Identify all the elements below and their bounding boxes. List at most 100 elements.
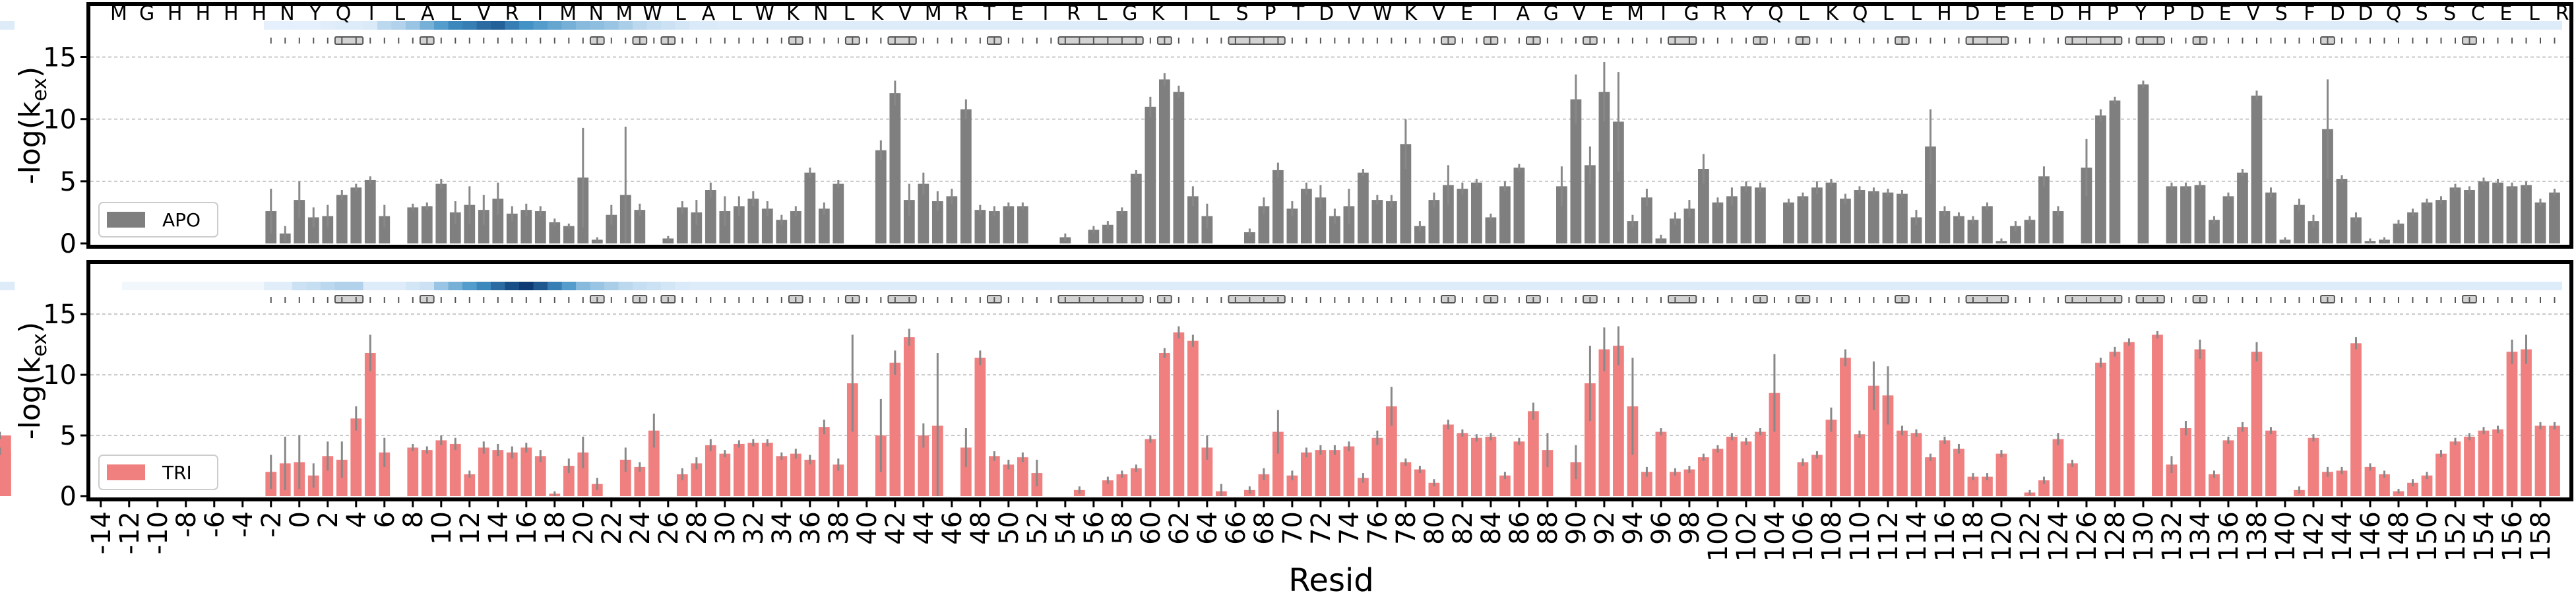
sequence-letter: L — [1209, 2, 1220, 25]
bar — [1286, 475, 1298, 496]
bar — [1258, 474, 1270, 496]
bar — [1471, 182, 1482, 243]
bar — [1939, 211, 1951, 243]
apo-heat-strip — [0, 21, 2562, 30]
bar — [1740, 441, 1752, 496]
heat-cell — [1711, 21, 1726, 30]
x-tick-label: -6 — [200, 511, 230, 538]
heat-cell — [306, 282, 321, 290]
x-tick-label: 140 — [2271, 511, 2301, 561]
bar — [1797, 462, 1809, 496]
bar — [846, 383, 858, 496]
heat-cell — [264, 282, 279, 290]
bar — [2393, 491, 2404, 496]
heat-cell — [703, 282, 718, 290]
heat-cell — [1668, 282, 1683, 290]
heat-cell — [1796, 21, 1811, 30]
bar — [506, 213, 518, 243]
heat-cell — [902, 282, 917, 290]
heat-cell — [1172, 282, 1187, 290]
heat-cell — [2420, 282, 2435, 290]
heat-cell — [1001, 282, 1017, 290]
heat-cell — [2108, 21, 2123, 30]
heat-cell — [1767, 282, 1782, 290]
heat-cell — [1327, 21, 1342, 30]
x-tick-label: 48 — [966, 511, 996, 545]
x-tick-label: 102 — [1732, 511, 1762, 561]
heat-cell — [916, 282, 931, 290]
ss-box — [1228, 36, 1286, 45]
x-tick-label: 50 — [994, 511, 1024, 545]
bar — [1400, 462, 1412, 496]
heat-cell — [363, 21, 378, 30]
bar — [2521, 185, 2532, 243]
sequence-letter: G — [1684, 2, 1699, 25]
sequence-letter: V — [1432, 2, 1446, 25]
heat-cell — [1242, 282, 1257, 290]
tri-ss-ticks — [270, 297, 2556, 303]
x-tick-label: 92 — [1590, 511, 1620, 545]
bar — [1513, 168, 1525, 243]
sequence-letter: H — [2077, 2, 2092, 25]
heat-cell — [803, 21, 818, 30]
bar — [2379, 474, 2390, 496]
heat-cell — [505, 282, 520, 290]
x-tick-label: 6 — [370, 511, 400, 528]
x-tick-label: 56 — [1079, 511, 1110, 545]
heat-cell — [1838, 21, 1853, 30]
heat-cell — [0, 21, 15, 30]
heat-cell — [1767, 21, 1782, 30]
heat-cell — [2008, 282, 2023, 290]
sequence-letter: Q — [2386, 2, 2402, 25]
x-tick-label: 60 — [1136, 511, 1166, 545]
heat-cell — [1469, 282, 1484, 290]
heat-cell — [1682, 282, 1697, 290]
tri-bars — [0, 332, 2560, 496]
x-tick-label: 136 — [2214, 511, 2244, 561]
bar — [2549, 192, 2560, 243]
heat-cell — [2221, 282, 2236, 290]
bar — [322, 216, 334, 243]
bar — [435, 440, 447, 496]
bar — [1173, 332, 1185, 496]
heat-cell — [689, 282, 705, 290]
heat-cell — [1512, 21, 1527, 30]
heat-cell — [476, 282, 491, 290]
tri-y-axis: 0 5 10 15 — [43, 300, 88, 512]
bar — [2265, 192, 2277, 243]
bar — [1088, 230, 1100, 243]
heat-cell — [633, 282, 648, 290]
x-tick-label: 30 — [710, 511, 741, 545]
heat-cell — [2207, 282, 2222, 290]
heat-cell — [2320, 282, 2335, 290]
bar — [1300, 189, 1312, 243]
bar — [889, 362, 901, 496]
bar — [1471, 437, 1482, 496]
x-tick-label: -4 — [228, 511, 259, 538]
heat-cell — [462, 21, 478, 30]
heat-cell — [2348, 282, 2364, 290]
heat-cell — [1724, 21, 1740, 30]
bar — [790, 211, 801, 243]
sequence-letter: A — [702, 2, 716, 25]
x-tick-label: 78 — [1391, 511, 1422, 545]
heat-cell — [1597, 21, 1612, 30]
heat-cell — [2348, 21, 2364, 30]
sequence-letter: H — [224, 2, 239, 25]
heat-cell — [1072, 282, 1087, 290]
bar — [2265, 430, 2277, 496]
heat-cell — [1115, 282, 1130, 290]
bar — [2521, 349, 2532, 496]
heat-cell — [448, 282, 463, 290]
heat-cell — [1554, 282, 1569, 290]
heat-cell — [1711, 282, 1726, 290]
heat-cell — [2547, 282, 2562, 290]
bar — [1982, 476, 1993, 496]
sequence-letter: V — [2246, 2, 2260, 25]
heat-cell — [2448, 282, 2463, 290]
heat-cell — [1412, 21, 1428, 30]
heat-cell — [746, 282, 761, 290]
apo-errorbars — [270, 62, 2556, 243]
bar — [1145, 106, 1156, 243]
